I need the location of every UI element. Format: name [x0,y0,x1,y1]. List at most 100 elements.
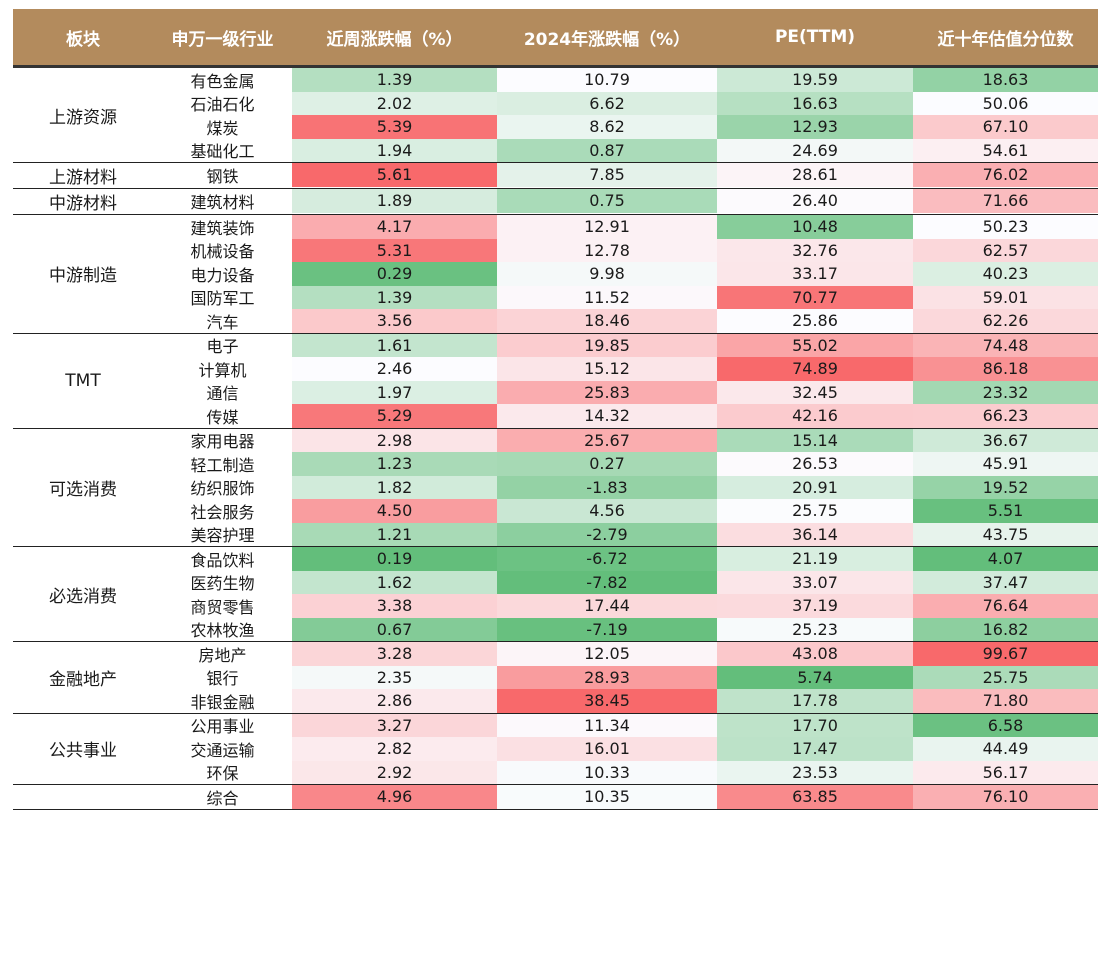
table-row: 轻工制造 1.23 0.27 26.53 45.91 [153,452,1098,476]
valuation-percentile-cell: 18.63 [913,68,1098,92]
weekly-change-cell: 2.86 [292,689,497,713]
industry-cell: 基础化工 [190,142,255,162]
pe-ttm-cell: 17.47 [717,737,913,761]
table-row: 钢铁 5.61 7.85 28.61 76.02 [153,163,1098,187]
pe-ttm-cell: 20.91 [717,475,913,499]
ytd-change-cell: 15.12 [497,357,717,381]
ytd-change-cell: 25.67 [497,428,717,452]
weekly-change-cell: 5.61 [292,163,497,187]
valuation-percentile-cell: 37.47 [913,570,1098,594]
weekly-change-cell: 3.38 [292,594,497,618]
weekly-change-cell: 1.39 [292,285,497,309]
ytd-change-cell: -7.19 [497,617,717,641]
table-row: 美容护理 1.21 -2.79 36.14 43.75 [153,522,1098,546]
weekly-change-cell: 2.35 [292,665,497,689]
ytd-change-cell: 11.52 [497,285,717,309]
industry-cell: 社会服务 [190,502,255,522]
pe-ttm-cell: 15.14 [717,428,913,452]
valuation-percentile-cell: 67.10 [913,115,1098,139]
table-row: 非银金融 2.86 38.45 17.78 71.80 [153,689,1098,713]
ytd-change-cell: 0.87 [497,138,717,162]
valuation-percentile-cell: 71.80 [913,689,1098,713]
sector-label: TMT [65,370,101,391]
valuation-percentile-cell: 36.67 [913,428,1098,452]
table-row: 传媒 5.29 14.32 42.16 66.23 [153,404,1098,428]
table-row: 石油石化 2.02 6.62 16.63 50.06 [153,91,1098,115]
table-row: 综合 4.96 10.35 63.85 76.10 [153,785,1098,809]
ytd-change-cell: 38.45 [497,689,717,713]
pe-ttm-cell: 26.40 [717,189,913,213]
ytd-change-cell: 16.01 [497,737,717,761]
valuation-percentile-cell: 62.57 [913,238,1098,262]
valuation-percentile-cell: 66.23 [913,404,1098,428]
valuation-percentile-cell: 25.75 [913,665,1098,689]
industry-cell: 国防军工 [190,289,255,309]
industry-cell: 有色金属 [190,71,255,91]
weekly-change-cell: 1.97 [292,380,497,404]
header-sector: 板块 [66,29,100,50]
pe-ttm-cell: 23.53 [717,760,913,784]
weekly-change-cell: 4.17 [292,215,497,239]
ytd-change-cell: 10.33 [497,760,717,784]
sector-group: 公共事业 公用事业 3.27 11.34 17.70 6.58 交通运输 2.82 16.01 1… [13,713,1098,785]
industry-cell: 商贸零售 [190,597,255,617]
sector-group: 上游材料 钢铁 5.61 7.85 28.61 76.02 [13,163,1098,189]
pe-ttm-cell: 28.61 [717,163,913,187]
pe-ttm-cell: 24.69 [717,138,913,162]
weekly-change-cell: 1.21 [292,522,497,546]
table-row: 有色金属 1.39 10.79 19.59 18.63 [153,68,1098,92]
pe-ttm-cell: 16.63 [717,91,913,115]
valuation-percentile-cell: 86.18 [913,357,1098,381]
industry-cell: 石油石化 [190,95,255,115]
table-row: 机械设备 5.31 12.78 32.76 62.57 [153,238,1098,262]
header-valuation-percentile: 近十年估值分位数 [937,29,1074,50]
pe-ttm-cell: 33.07 [717,570,913,594]
table-row: 通信 1.97 25.83 32.45 23.32 [153,380,1098,404]
table-row: 环保 2.92 10.33 23.53 56.17 [153,760,1098,784]
sector-label: 金融地产 [49,669,117,690]
valuation-percentile-cell: 45.91 [913,452,1098,476]
pe-ttm-cell: 25.86 [717,309,913,333]
pe-ttm-cell: 74.89 [717,357,913,381]
sector-label: 中游制造 [49,266,117,287]
ytd-change-cell: 10.79 [497,68,717,92]
ytd-change-cell: 0.75 [497,189,717,213]
pe-ttm-cell: 32.45 [717,380,913,404]
pe-ttm-cell: 25.75 [717,499,913,523]
table-row: 煤炭 5.39 8.62 12.93 67.10 [153,115,1098,139]
sector-label: 上游资源 [49,107,117,128]
industry-cell: 非银金融 [190,692,255,712]
weekly-change-cell: 3.27 [292,713,497,737]
ytd-change-cell: 12.91 [497,215,717,239]
ytd-change-cell: 28.93 [497,665,717,689]
industry-cell: 电子 [206,337,239,357]
pe-ttm-cell: 12.93 [717,115,913,139]
valuation-percentile-cell: 44.49 [913,737,1098,761]
table-row: 家用电器 2.98 25.67 15.14 36.67 [153,428,1098,452]
pe-ttm-cell: 19.59 [717,68,913,92]
weekly-change-cell: 1.39 [292,68,497,92]
sector-label: 公共事业 [49,741,117,762]
ytd-change-cell: 18.46 [497,309,717,333]
table-row: 纺织服饰 1.82 -1.83 20.91 19.52 [153,475,1098,499]
pe-ttm-cell: 21.19 [717,547,913,571]
sector-group: 中游材料 建筑材料 1.89 0.75 26.40 71.66 [13,189,1098,215]
ytd-change-cell: -6.72 [497,547,717,571]
weekly-change-cell: 2.98 [292,428,497,452]
weekly-change-cell: 2.46 [292,357,497,381]
industry-cell: 汽车 [206,312,239,332]
valuation-percentile-cell: 19.52 [913,475,1098,499]
pe-ttm-cell: 5.74 [717,665,913,689]
valuation-percentile-cell: 76.02 [913,163,1098,187]
sector-group: 综合 4.96 10.35 63.85 76.10 [13,785,1098,810]
ytd-change-cell: -2.79 [497,522,717,546]
weekly-change-cell: 2.92 [292,760,497,784]
weekly-change-cell: 1.61 [292,333,497,357]
valuation-percentile-cell: 54.61 [913,138,1098,162]
sector-label: 必选消费 [49,586,117,607]
table-row: 房地产 3.28 12.05 43.08 99.67 [153,642,1098,666]
weekly-change-cell: 1.94 [292,138,497,162]
ytd-change-cell: 0.27 [497,452,717,476]
weekly-change-cell: 5.29 [292,404,497,428]
valuation-percentile-cell: 62.26 [913,309,1098,333]
